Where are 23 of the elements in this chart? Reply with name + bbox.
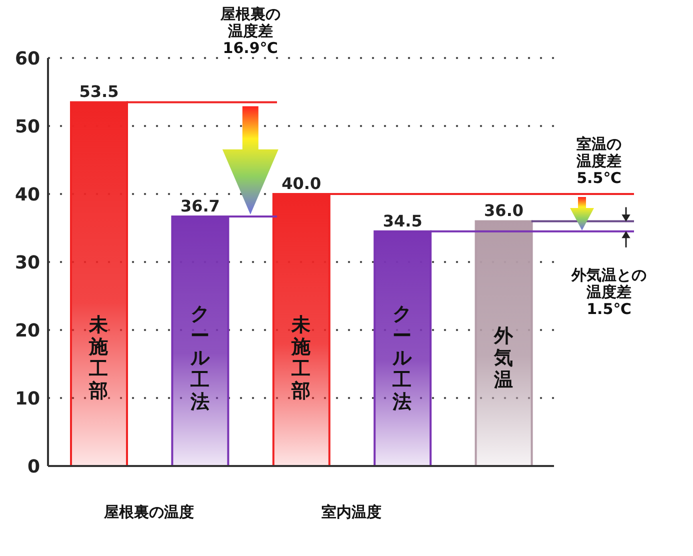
y-tick-label: 60: [14, 48, 40, 70]
data-label: 53.5: [79, 82, 119, 102]
y-tick-label: 40: [14, 184, 40, 206]
x-tick-label: 未施工部: [290, 314, 312, 402]
data-label: 36.7: [180, 196, 220, 216]
x-tick-label: クール工法: [392, 303, 413, 413]
bar: [474, 220, 533, 466]
x-tick-label: クール工法: [189, 303, 210, 413]
text: 室内温度: [320, 503, 383, 521]
data-label: 40.0: [282, 174, 322, 193]
y-tick-label: 30: [14, 252, 40, 274]
y-tick-label: 20: [14, 320, 40, 342]
text: 室温の温度差5.5℃: [576, 135, 622, 187]
x-tick-label: 未施工部: [88, 314, 110, 402]
data-label: 34.5: [382, 211, 422, 230]
y-tick-label: 10: [14, 388, 40, 410]
text: 屋根裏の温度: [103, 503, 196, 521]
text: 外気温との温度差1.5℃: [570, 266, 648, 318]
data-label: 36.0: [484, 201, 524, 220]
text: 屋根裏の温度差16.9℃: [219, 5, 282, 57]
y-tick-label: 0: [27, 456, 40, 478]
y-tick-label: 50: [14, 116, 40, 138]
x-tick-label: 外気温: [492, 325, 514, 391]
